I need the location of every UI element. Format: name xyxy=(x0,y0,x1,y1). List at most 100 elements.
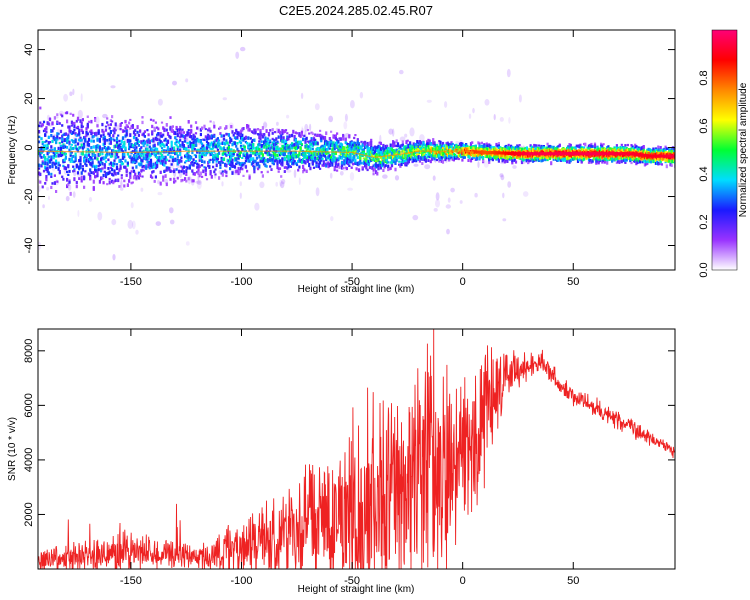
spectrogram-cell xyxy=(295,163,299,167)
spectrogram-cell xyxy=(246,156,249,161)
spectrogram-cell xyxy=(370,144,373,147)
spectrogram-cell xyxy=(106,117,109,120)
spectrogram-outlier xyxy=(394,175,400,181)
spectrogram-cell xyxy=(451,146,454,150)
spectrogram-cell xyxy=(601,144,604,148)
spectrogram-cell xyxy=(441,141,445,145)
spectrogram-cell xyxy=(100,134,103,138)
spectrogram-cell xyxy=(286,167,289,170)
spectrogram-cell xyxy=(388,150,391,154)
spectrogram-cell xyxy=(583,146,586,149)
spectrogram-cell xyxy=(635,145,638,149)
spectrogram-cell xyxy=(154,161,157,166)
spectrogram-cell xyxy=(179,128,182,132)
spectrogram-cell xyxy=(184,177,187,181)
spectrogram-cell xyxy=(568,156,571,160)
spectrogram-cell xyxy=(308,162,311,166)
spectrogram-cell xyxy=(350,140,353,143)
spectrogram-cell xyxy=(423,148,426,151)
spectrogram-cell xyxy=(209,158,212,161)
spectrogram-cell xyxy=(48,141,52,144)
spectrogram-cell xyxy=(283,166,286,169)
spectrogram-cell xyxy=(540,156,543,160)
spectrogram-cell xyxy=(315,142,318,146)
spectrogram-cell xyxy=(38,130,41,134)
spectrogram-cell xyxy=(390,164,393,168)
spectrogram-cell xyxy=(430,154,434,158)
spectrogram-cell xyxy=(157,132,160,136)
spectrogram-cell xyxy=(180,156,183,160)
spectrogram-cell xyxy=(381,163,384,168)
spectrogram-cell xyxy=(368,166,372,170)
spectrogram-cell xyxy=(146,129,149,132)
spectrogram-cell xyxy=(235,169,238,173)
spectrogram-cell xyxy=(455,146,458,150)
spectrogram-cell xyxy=(304,137,307,141)
spectrogram-cell xyxy=(160,159,164,163)
spectrogram-outlier xyxy=(359,91,364,99)
spectrogram-cell xyxy=(439,156,442,161)
spectrogram-cell xyxy=(534,150,537,153)
spectrogram-cell xyxy=(243,148,246,153)
spectrogram-cell xyxy=(173,131,176,135)
spectrogram-cell xyxy=(351,152,355,156)
spectrogram-cell xyxy=(387,151,390,156)
spectrogram-cell xyxy=(305,143,308,148)
spectrogram-cell xyxy=(132,130,136,135)
spectrogram-cell xyxy=(197,165,200,168)
spectrogram-cell xyxy=(368,153,372,157)
spectrogram-cell xyxy=(280,136,283,140)
spectrogram-cell xyxy=(109,140,112,145)
spectrogram-cell xyxy=(570,154,573,158)
spectrogram-outlier xyxy=(330,216,334,222)
spectrogram-cell xyxy=(94,117,97,120)
spectrogram-outlier xyxy=(518,94,522,103)
spectrogram-cell xyxy=(168,168,171,172)
spectrogram-cell xyxy=(507,143,510,148)
spectrogram-cell xyxy=(75,184,78,189)
spectrogram-cell xyxy=(569,144,572,148)
spectrogram-cell xyxy=(130,144,133,148)
spectrogram-cell xyxy=(274,159,277,163)
spectrogram-cell xyxy=(377,149,380,153)
spectrogram-cell xyxy=(385,149,389,153)
spectrogram-cell xyxy=(229,140,232,144)
spectrogram-cell xyxy=(132,159,136,162)
spectrogram-cell xyxy=(70,120,73,125)
spectrogram-cell xyxy=(367,150,370,153)
spectrogram-cell xyxy=(394,144,397,147)
spectrogram-cell xyxy=(111,149,114,153)
spectrogram-cell xyxy=(266,141,269,145)
spectrogram-cell xyxy=(134,161,137,164)
spectrogram-cell xyxy=(372,152,375,156)
spectrogram-cell xyxy=(342,167,345,170)
spectrogram-cell xyxy=(636,160,639,164)
spectrogram-cell xyxy=(585,154,588,157)
spectrogram-cell xyxy=(345,157,348,161)
spectrogram-cell xyxy=(73,124,76,129)
spectrogram-cell xyxy=(69,191,72,196)
spectrogram-cell xyxy=(409,157,412,161)
spectrogram-cell xyxy=(96,144,99,148)
spectrogram-cell xyxy=(213,135,216,138)
spectrogram-cell xyxy=(215,138,218,142)
spectrogram-cell xyxy=(308,165,311,168)
spectrogram-cell xyxy=(333,168,336,172)
spectrogram-cell xyxy=(137,175,140,180)
spectrogram-cell xyxy=(389,156,392,159)
spectrogram-cell xyxy=(288,159,291,163)
spectrogram-outlier xyxy=(328,115,334,123)
spectrogram-cell xyxy=(491,158,494,162)
spectrogram-cell xyxy=(76,116,80,120)
spectrogram-cell xyxy=(306,140,309,143)
spectrogram-cell xyxy=(557,148,560,152)
spectrogram-cell xyxy=(111,179,114,184)
spectrogram-cell xyxy=(422,141,425,144)
spectrogram-cell xyxy=(291,133,294,138)
spectrogram-cell xyxy=(194,143,198,147)
spectrogram-cell xyxy=(255,162,258,165)
spectrogram-cell xyxy=(265,165,268,168)
spectrogram-cell xyxy=(378,150,381,153)
spectrogram-cell xyxy=(250,140,254,144)
spectrogram-cell xyxy=(583,149,586,154)
